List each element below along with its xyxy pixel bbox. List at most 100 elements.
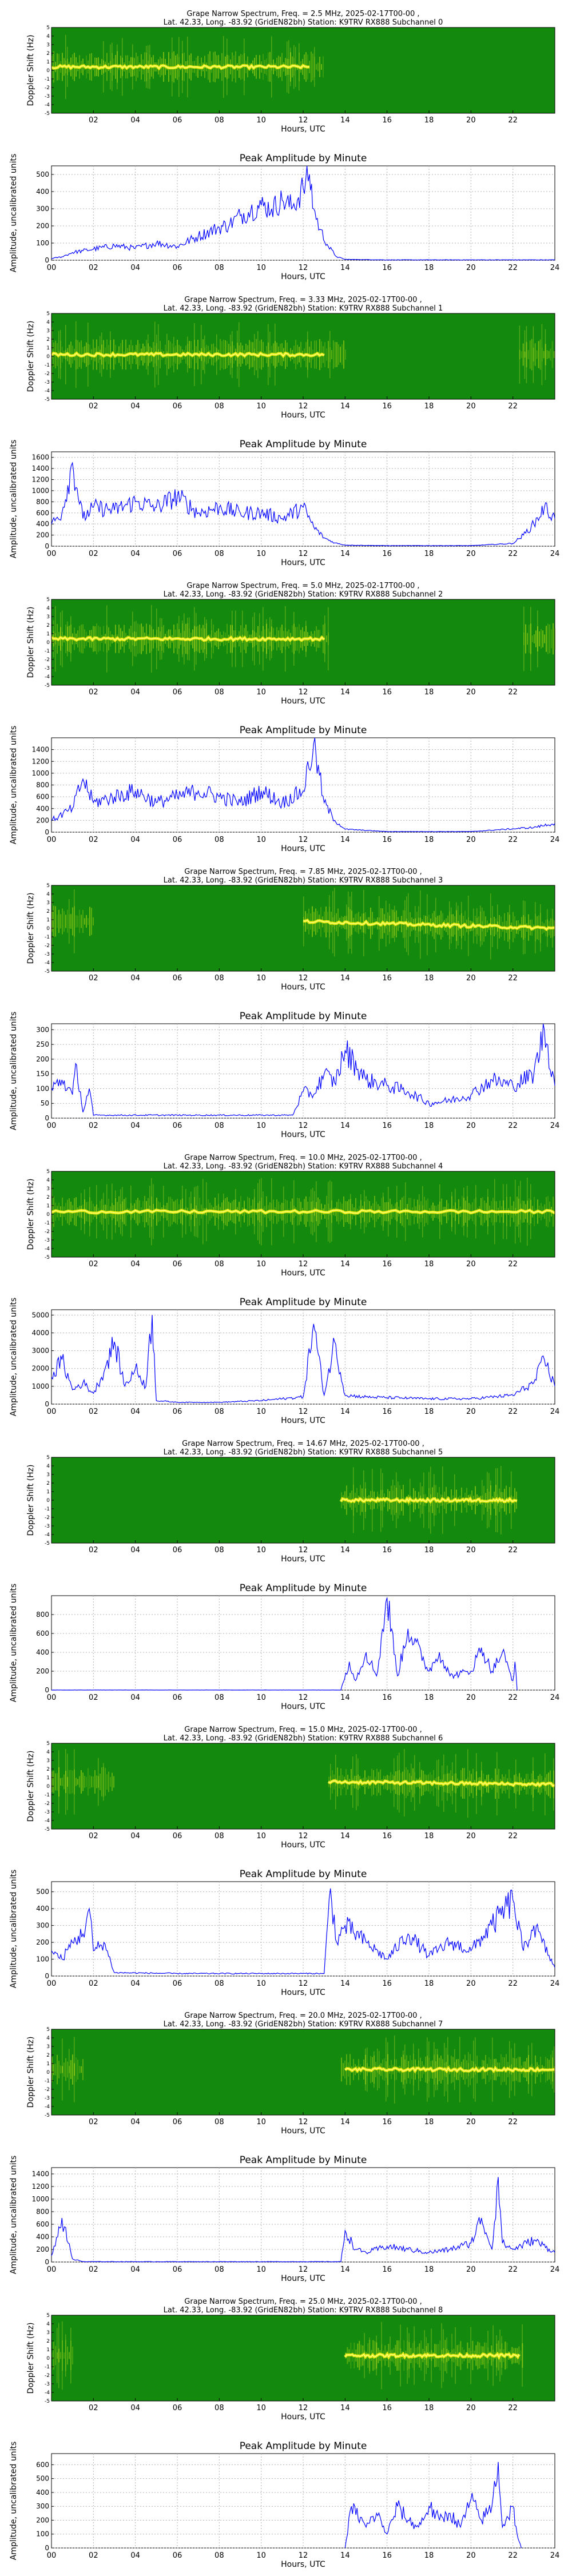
y-tick-label: 4 <box>46 606 50 611</box>
spectrum-trace-core <box>344 2067 555 2072</box>
x-tick-label: 08 <box>214 1408 224 1416</box>
spectrum-subtitle: Lat. 42.33, Long. -83.92 (GridEN82bh) St… <box>164 876 443 885</box>
x-tick-label: 04 <box>130 1694 140 1702</box>
x-tick-label: 06 <box>173 836 182 844</box>
y-tick-label: 1000 <box>31 2195 49 2203</box>
spectrum-streak <box>329 347 331 363</box>
spectrum-streak <box>62 2340 63 2371</box>
y-tick-label: 0 <box>46 1498 50 1504</box>
spectrum-streak <box>70 914 72 929</box>
x-tick-label: 04 <box>130 1260 140 1269</box>
spectrum-streak <box>314 56 315 78</box>
amplitude-frame <box>51 1881 555 1977</box>
spectrum-streak <box>65 1770 66 1794</box>
spectrum-streak <box>314 47 315 87</box>
x-tick-label: 06 <box>173 1832 182 1840</box>
x-tick-label: 14 <box>340 550 350 558</box>
y-tick-label: -4 <box>45 388 50 394</box>
spectrum-streak <box>532 635 533 642</box>
y-axis-label: Amplitude, uncalibrated units <box>9 1012 18 1131</box>
spectrum-title: Grape Narrow Spectrum, Freq. = 7.85 MHz,… <box>184 868 422 876</box>
spectrum-streak <box>84 1776 85 1788</box>
spectrum-streak <box>62 2321 63 2390</box>
spectrum-streak <box>548 351 550 359</box>
x-axis-label: Hours, UTC <box>281 558 325 567</box>
x-tick-label: 04 <box>130 2551 140 2560</box>
x-tick-label: 22 <box>508 2118 518 2126</box>
x-tick-label: 06 <box>173 1979 182 1988</box>
y-tick-label: 2 <box>46 1481 50 1486</box>
x-tick-label: 00 <box>47 2551 57 2560</box>
y-tick-label: -1 <box>45 1792 50 1798</box>
spectrum-streak <box>72 907 73 936</box>
x-tick-label: 06 <box>173 1694 182 1702</box>
x-tick-label: 08 <box>214 402 224 411</box>
x-tick-label: 00 <box>47 550 57 558</box>
x-tick-label: 14 <box>340 836 350 844</box>
y-tick-label: 600 <box>36 793 49 801</box>
x-tick-label: 18 <box>424 402 434 411</box>
x-tick-label: 22 <box>508 2265 518 2274</box>
y-tick-label: 2 <box>46 2053 50 2058</box>
y-tick-label: 5 <box>46 2027 50 2033</box>
amplitude-title: Peak Amplitude by Minute <box>240 1297 367 1308</box>
spectrum-streak <box>55 906 56 937</box>
amplitude-title: Peak Amplitude by Minute <box>240 1583 367 1594</box>
spectrum-streak <box>88 917 89 925</box>
x-tick-label: 22 <box>508 1260 518 1269</box>
x-tick-label: 14 <box>340 2551 350 2560</box>
spectrum-streak <box>74 889 75 953</box>
x-tick-label: 16 <box>382 264 392 272</box>
x-tick-label: 06 <box>173 2551 182 2560</box>
amplitude-frame <box>51 165 555 261</box>
spectrum-streak <box>65 2058 66 2081</box>
x-tick-label: 24 <box>550 1122 560 1130</box>
y-tick-label: 4 <box>46 1464 50 1469</box>
x-tick-label: 20 <box>466 1408 476 1416</box>
spectrum-subtitle: Lat. 42.33, Long. -83.92 (GridEN82bh) St… <box>164 1448 443 1457</box>
x-tick-label: 04 <box>130 2265 140 2274</box>
spectrum-streak <box>62 2066 63 2073</box>
x-tick-label: 02 <box>89 1832 98 1840</box>
x-tick-label: 16 <box>382 402 392 411</box>
spectrum-activity-0 <box>51 1749 114 1815</box>
y-tick-label: 3 <box>46 1758 50 1764</box>
spectrum-streak <box>553 351 555 359</box>
spectrum-streak <box>338 344 339 365</box>
spectrum-streak <box>67 1776 68 1787</box>
y-axis-label: Doppler Shift (Hz) <box>26 2037 35 2108</box>
x-tick-label: 18 <box>424 1694 434 1702</box>
y-tick-label: 2 <box>46 2339 50 2344</box>
spectrum-streak <box>110 1776 111 1787</box>
y-tick-label: 4 <box>46 2036 50 2041</box>
spectrum-streak <box>72 1770 73 1794</box>
spectrum-streak <box>112 1772 113 1791</box>
spectrum-streak <box>542 630 543 647</box>
spectrum-streak <box>51 895 53 948</box>
spectrum-streak <box>544 634 545 643</box>
x-tick-label: 20 <box>466 1979 476 1988</box>
spectrum-streak <box>336 342 337 367</box>
spectrum-streak <box>105 1768 106 1796</box>
x-tick-label: 02 <box>89 116 98 125</box>
x-tick-label: 08 <box>214 1832 224 1840</box>
y-tick-label: 1200 <box>31 757 49 765</box>
x-tick-label: 10 <box>256 1260 266 1269</box>
spectrum-streak <box>76 915 77 928</box>
spectrum-streak <box>329 331 331 379</box>
y-tick-label: 100 <box>36 1955 49 1963</box>
y-axis-label: Doppler Shift (Hz) <box>26 607 35 678</box>
spectrum-streak <box>529 340 531 369</box>
x-tick-label: 16 <box>382 1408 392 1416</box>
y-tick-label: -3 <box>45 2382 50 2387</box>
spectrum-streak <box>79 1776 80 1788</box>
spectrum-streak <box>533 326 534 383</box>
spectrum-subtitle: Lat. 42.33, Long. -83.92 (GridEN82bh) St… <box>164 590 443 599</box>
spectrum-streak <box>523 632 525 646</box>
spectrum-streak <box>77 1779 78 1785</box>
amplitude-panel-4: Peak Amplitude by Minute 00 02 04 06 08 10 12 14… <box>9 1297 559 1425</box>
spectrum-trace-core <box>340 1498 518 1502</box>
x-tick-label: 14 <box>340 1694 350 1702</box>
y-tick-label: 2 <box>46 909 50 915</box>
